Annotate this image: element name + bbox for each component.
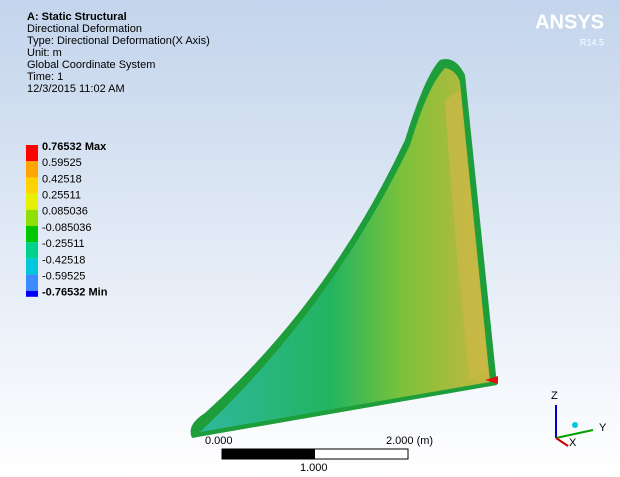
- header-line: Directional Deformation: [27, 23, 142, 35]
- legend-label: -0.42518: [42, 254, 85, 266]
- legend-swatch: [26, 194, 38, 210]
- legend-swatch: [26, 258, 38, 274]
- logo-version: R14.5: [580, 37, 604, 47]
- legend-swatch: [26, 145, 38, 161]
- legend-swatch: [26, 226, 38, 242]
- triad-dot: [572, 422, 578, 428]
- legend-swatch: [26, 242, 38, 258]
- logo: ANSYS: [535, 11, 604, 33]
- legend-swatch: [26, 210, 38, 226]
- header-line: Type: Directional Deformation(X Axis): [27, 35, 210, 47]
- legend-label: 0.25511: [42, 190, 81, 202]
- legend-label: -0.59525: [42, 271, 85, 283]
- header-line: Time: 1: [27, 71, 63, 83]
- legend-label: 0.59525: [42, 157, 82, 169]
- legend-swatch: [26, 291, 38, 297]
- scale-end: 2.000 (m): [386, 435, 433, 447]
- scale-black: [222, 449, 315, 459]
- scale-start: 0.000: [205, 435, 233, 447]
- scale-middle: 1.000: [300, 462, 328, 474]
- legend-label: 0.42518: [42, 173, 82, 185]
- triad-z: Z: [551, 390, 558, 402]
- legend-label: -0.085036: [42, 222, 92, 234]
- legend-swatch: [26, 177, 38, 193]
- scale-bar: [222, 449, 408, 459]
- legend-swatch: [26, 275, 38, 291]
- viewport: A: Static Structural Directional Deforma…: [0, 0, 620, 477]
- title: A: Static Structural: [27, 11, 127, 23]
- header-line: 12/3/2015 11:02 AM: [27, 83, 125, 95]
- header-line: Global Coordinate System: [27, 59, 155, 71]
- legend-label: 0.085036: [42, 206, 88, 218]
- header-line: Unit: m: [27, 47, 62, 59]
- triad-x: X: [569, 437, 577, 449]
- legend-label: 0.76532 Max: [42, 141, 107, 153]
- legend-label: -0.25511: [42, 238, 85, 250]
- legend-label: -0.76532 Min: [42, 287, 108, 299]
- triad-y: Y: [599, 422, 607, 434]
- legend-swatch: [26, 161, 38, 177]
